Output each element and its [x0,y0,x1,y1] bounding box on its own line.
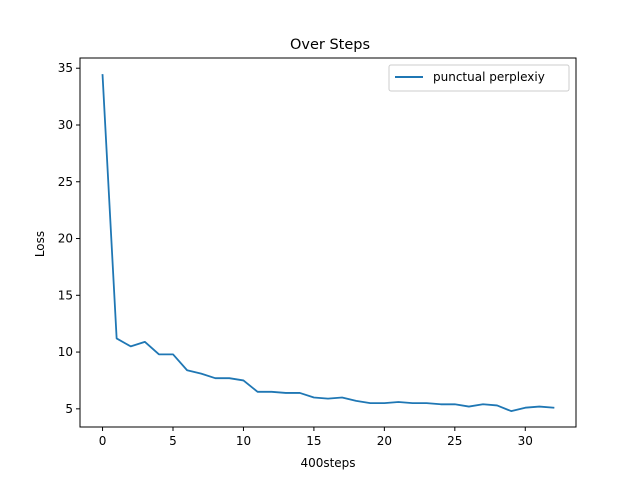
y-tick-label: 30 [58,118,73,132]
y-tick-label: 20 [58,232,73,246]
x-tick-label: 25 [447,434,462,448]
x-axis-label: 400steps [300,456,355,470]
plot-area [79,57,577,428]
x-tick-label: 30 [518,434,533,448]
x-tick-label: 20 [377,434,392,448]
series-line-0 [101,74,555,413]
x-tick-label: 5 [169,434,177,448]
legend-frame [388,64,570,92]
legend: punctual perplexiy [388,64,570,92]
x-tick-label: 15 [306,434,321,448]
x-axis-ticks: 0 5 10 15 20 25 30 [99,427,533,448]
y-tick-label: 35 [58,61,73,75]
x-tick-label: 10 [236,434,251,448]
chart-title: Over Steps [290,37,370,53]
y-tick-label: 5 [65,402,73,416]
y-tick-label: 10 [58,345,73,359]
y-axis-label: Loss [33,231,47,257]
y-tick-label: 25 [58,175,73,189]
y-axis-ticks: 5 10 15 20 25 30 35 [58,61,80,416]
legend-entry-label: punctual perplexiy [433,70,545,84]
x-tick-label: 0 [99,434,107,448]
axes-frame [79,57,577,428]
y-tick-label: 15 [58,288,73,302]
